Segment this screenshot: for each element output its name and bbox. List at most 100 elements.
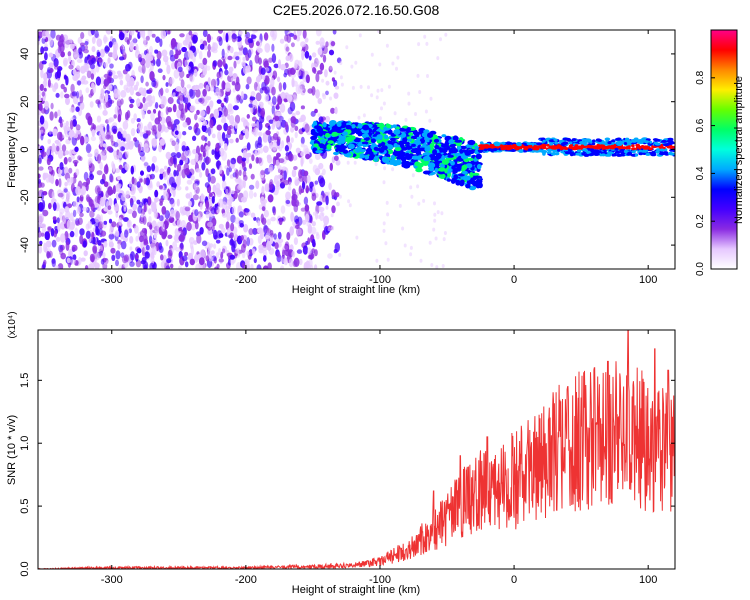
x-tick-label: 100 <box>639 274 657 286</box>
heatmap-cell <box>233 51 239 57</box>
heatmap-cell <box>291 169 297 178</box>
heatmap-cell <box>308 55 312 61</box>
heatmap-cell <box>145 35 150 41</box>
heatmap-cell <box>439 173 446 179</box>
heatmap-cell <box>112 74 119 80</box>
heatmap-cell <box>231 206 236 215</box>
heatmap-cell <box>330 107 336 114</box>
heatmap-cell <box>176 163 181 172</box>
heatmap-cell <box>86 177 91 185</box>
heatmap-cell <box>115 259 119 267</box>
heatmap-cell <box>146 147 150 153</box>
heatmap-cell <box>58 178 62 188</box>
heatmap-cell <box>175 86 182 92</box>
heatmap-cell <box>142 96 146 104</box>
heatmap-cell <box>338 252 342 257</box>
heatmap-cell <box>175 169 179 177</box>
heatmap-cell <box>448 139 455 145</box>
heatmap-cell <box>317 165 321 170</box>
heatmap-cell <box>64 230 69 241</box>
heatmap-cell <box>465 163 473 169</box>
heatmap-cell <box>382 228 386 233</box>
heatmap-cell <box>103 241 108 248</box>
heatmap-cell <box>74 227 79 238</box>
heatmap-cell <box>390 154 396 160</box>
heatmap-cell <box>274 242 279 250</box>
heatmap-cell <box>60 91 64 99</box>
heatmap-cell <box>40 46 44 54</box>
heatmap-cell <box>105 101 111 108</box>
heatmap-cell <box>441 134 447 138</box>
heatmap-cell <box>142 87 147 97</box>
heatmap-cell <box>382 101 386 106</box>
heatmap-cell <box>273 63 279 69</box>
heatmap-cell <box>327 253 333 259</box>
heatmap-cell <box>264 94 270 103</box>
heatmap-cell <box>177 42 181 51</box>
heatmap-cell <box>300 143 305 148</box>
heatmap-cell <box>76 206 81 215</box>
heatmap-cell <box>283 170 287 181</box>
heatmap-cell <box>321 92 325 97</box>
heatmap-cell <box>330 120 336 126</box>
heatmap-cell <box>259 87 264 94</box>
heatmap-cell <box>166 64 171 75</box>
heatmap-cell <box>216 99 222 104</box>
heatmap-cell <box>237 184 243 191</box>
heatmap-cell <box>38 35 41 42</box>
heatmap-cell <box>394 144 398 148</box>
heatmap-cell <box>144 251 150 259</box>
heatmap-cell <box>136 248 142 254</box>
heatmap-cell <box>188 200 192 207</box>
heatmap-cell <box>569 143 573 147</box>
heatmap-cell <box>293 237 298 246</box>
heatmap-cell <box>205 156 211 164</box>
heatmap-cell <box>240 90 244 100</box>
heatmap-cell <box>441 159 450 165</box>
heatmap-cell <box>257 227 264 234</box>
heatmap-cell <box>49 68 54 73</box>
chart-title: C2E5.2026.072.16.50.G08 <box>273 2 440 18</box>
heatmap-cell <box>38 245 43 254</box>
heatmap-cell <box>133 178 137 186</box>
heatmap-cell <box>492 148 498 152</box>
heatmap-cell <box>200 144 205 153</box>
heatmap-cell <box>416 184 420 189</box>
heatmap-cell <box>311 86 316 96</box>
heatmap-cell <box>158 245 164 253</box>
heatmap-cell <box>205 84 210 92</box>
heatmap-cell <box>115 250 121 260</box>
heatmap-cell <box>386 257 390 262</box>
heatmap-cell <box>354 147 361 153</box>
heatmap-cell <box>131 210 137 219</box>
heatmap-cell <box>98 248 103 257</box>
heatmap-cell <box>204 127 209 134</box>
heatmap-cell <box>291 250 296 258</box>
heatmap-cell <box>190 158 196 166</box>
heatmap-cell <box>169 215 174 223</box>
heatmap-cell <box>92 245 98 253</box>
heatmap-cell <box>96 154 102 164</box>
heatmap-cell <box>109 175 114 183</box>
heatmap-cell <box>423 34 427 39</box>
heatmap-cell <box>66 257 71 264</box>
heatmap-cell <box>223 143 228 151</box>
heatmap-cell <box>194 153 199 162</box>
heatmap-cell <box>48 166 52 172</box>
heatmap-cell <box>186 73 190 79</box>
heatmap-cell <box>290 42 295 48</box>
heatmap-cell <box>301 50 305 61</box>
heatmap-cell <box>301 219 307 225</box>
heatmap-cell <box>645 152 651 156</box>
heatmap-cell <box>213 108 220 119</box>
heatmap-cell <box>186 221 192 232</box>
heatmap-cell <box>262 134 269 143</box>
heatmap-cell <box>293 65 299 70</box>
heatmap-cell <box>185 193 191 199</box>
heatmap-cell <box>314 153 321 160</box>
heatmap-cell <box>149 45 153 55</box>
heatmap-cell <box>284 145 289 152</box>
heatmap-cell <box>129 98 135 104</box>
heatmap-cell <box>283 72 288 78</box>
heatmap-cell <box>156 50 162 60</box>
